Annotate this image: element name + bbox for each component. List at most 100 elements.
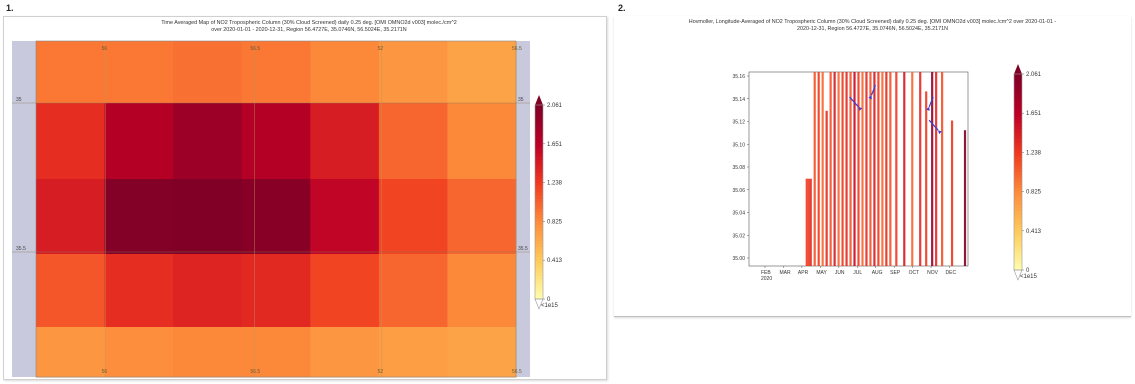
map-colorbar-segment: [535, 166, 543, 171]
hovmoller-data-stripe: [881, 72, 884, 266]
map-colorbar-segment: [535, 124, 543, 129]
map-cell: [241, 41, 311, 104]
hovmoller-annotation-arrow: [849, 96, 859, 108]
hovmoller-colorbar-segment: [1014, 260, 1022, 265]
map-colorbar-segment: [535, 250, 543, 255]
hovmoller-colorbar-segment: [1014, 175, 1022, 180]
map-cell: [173, 327, 243, 378]
map-colorbar-segment: [535, 121, 543, 125]
hovmoller-colorbar-segment: [1014, 152, 1022, 157]
hovmoller-x-tick-label-part: JUL: [853, 270, 862, 276]
hovmoller-data-stripe: [889, 72, 892, 266]
map-colorbar-segment: [535, 286, 543, 290]
map-x-tick-label-top: 52: [378, 46, 384, 52]
map-cell: [310, 327, 380, 378]
map-colorbar-segment: [535, 156, 543, 161]
map-colorbar-segment: [535, 198, 543, 203]
hovmoller-colorbar-segment: [1014, 263, 1022, 268]
map-x-tick-label-top: 56.5: [250, 46, 260, 52]
map-colorbar-segment: [535, 195, 543, 200]
hovmoller-data-stripe: [963, 130, 967, 266]
map-colorbar-segment: [535, 234, 543, 239]
map-x-tick-label-bottom: 56.5: [250, 369, 260, 375]
map-colorbar-segment: [535, 147, 543, 151]
hovmoller-x-tick-label: AUG: [872, 270, 883, 276]
hovmoller-data-stripe: [809, 178, 812, 266]
hovmoller-x-tick-label: OCT: [909, 270, 920, 276]
map-cell: [173, 103, 243, 180]
hovmoller-annotation-arrowhead: [938, 130, 942, 135]
map-title-line-2: over 2020-01-01 - 2020-12-31, Region 56.…: [211, 27, 407, 33]
hovmoller-colorbar-segment: [1014, 188, 1022, 193]
map-colorbar-segment: [535, 192, 543, 197]
hovmoller-data-stripe: [837, 72, 840, 266]
map-colorbar-segment: [535, 279, 543, 284]
map-cell: [36, 179, 106, 255]
hovmoller-data-stripe: [853, 72, 856, 266]
hovmoller-colorbar-tick-label: 1.651: [1026, 111, 1042, 117]
map-colorbar-frame: [534, 104, 544, 300]
hovmoller-colorbar-tick-label: 0.413: [1026, 229, 1042, 235]
hovmoller-colorbar-segment: [1014, 80, 1022, 85]
map-x-tick-label-bottom: 56: [102, 369, 108, 375]
hovmoller-x-tick-label-part: DEC: [946, 270, 957, 276]
hovmoller-colorbar-segment: [1014, 185, 1022, 189]
map-colorbar-segment: [535, 105, 543, 109]
hovmoller-colorbar-segment: [1014, 266, 1022, 271]
hovmoller-colorbar-segment: [1014, 162, 1022, 167]
map-cell: [36, 327, 106, 378]
hovmoller-data-stripe: [817, 72, 820, 266]
hovmoller-colorbar-segment: [1014, 211, 1022, 216]
map-colorbar-segment: [535, 205, 543, 210]
hovmoller-colorbar-segment: [1014, 100, 1022, 104]
hovmoller-title-line-2: 2020-12-31, Region 56.4727E, 35.0746N, 5…: [796, 26, 949, 32]
hovmoller-y-tick-label: 35.16: [732, 74, 745, 80]
hovmoller-colorbar-segment: [1014, 168, 1022, 173]
map-colorbar-segment: [535, 127, 543, 132]
map-colorbar-segment: [535, 208, 543, 213]
hovmoller-x-tick-label-part: AUG: [872, 270, 883, 276]
hovmoller-data-stripe: [931, 72, 934, 266]
map-colorbar-segment: [535, 130, 543, 135]
map-colorbar-segment: [535, 263, 543, 268]
hovmoller-x-tick-label-part: OCT: [909, 270, 920, 276]
hovmoller-colorbar-segment: [1014, 165, 1022, 170]
hovmoller-colorbar-segment: [1014, 96, 1022, 101]
hovmoller-colorbar-segment: [1014, 194, 1022, 199]
map-x-tick-label-bottom: 56.5: [512, 369, 522, 375]
hovmoller-data-stripe: [857, 72, 860, 266]
hovmoller-x-tick-label: DEC: [946, 270, 957, 276]
map-colorbar-segment: [535, 163, 543, 168]
hovmoller-colorbar-segment: [1014, 253, 1022, 258]
hovmoller-annotation-arrowhead: [926, 106, 930, 111]
hovmoller-x-tick-label-part: JUN: [835, 270, 845, 276]
hovmoller-data-stripe: [849, 72, 852, 266]
map-colorbar-segment: [535, 244, 543, 248]
map-cell: [104, 179, 174, 255]
map-y-tick-label-left: 35: [16, 97, 22, 103]
map-colorbar-segment: [535, 189, 543, 193]
hovmoller-y-tick-label: 35.08: [732, 165, 745, 171]
hovmoller-colorbar-tick-label: 1.238: [1026, 150, 1042, 156]
map-cell: [310, 179, 380, 255]
hovmoller-y-tick-label: 35.04: [732, 211, 745, 217]
hovmoller-colorbar-segment: [1014, 250, 1022, 255]
hovmoller-colorbar-tick-label: 0.825: [1026, 190, 1042, 196]
hovmoller-colorbar-segment: [1014, 240, 1022, 245]
map-cell: [36, 103, 106, 180]
map-colorbar-segment: [535, 247, 543, 252]
hovmoller-colorbar-frame: [1013, 73, 1023, 271]
map-cell: [104, 103, 174, 180]
map-chart-svg: 56 56 56.5 56.5 52 52 56.5 56.5 35 35 35.5 35.5 2.06…: [12, 40, 563, 378]
hovmoller-colorbar-segment: [1014, 116, 1022, 121]
map-cell: [310, 41, 380, 104]
map-colorbar-segment: [535, 137, 543, 142]
map-colorbar-tick-label: 1.651: [547, 142, 563, 148]
map-colorbar-segment: [535, 211, 543, 216]
hovmoller-chart-title: Hovmoller, Longitude-Averaged of NO2 Tro…: [614, 19, 1131, 33]
map-colorbar-tick-label: 1.238: [547, 181, 563, 187]
hovmoller-colorbar-segment: [1014, 119, 1022, 124]
hovmoller-colorbar-segment: [1014, 109, 1022, 114]
hovmoller-y-tick-label: 35.14: [732, 97, 745, 103]
map-cell: [378, 41, 448, 104]
